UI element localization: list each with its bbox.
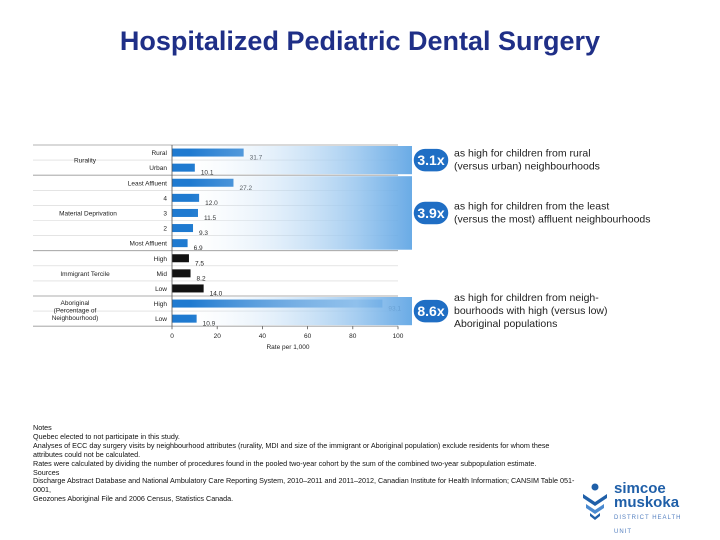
category-label: Low (155, 286, 167, 293)
category-label: Least Affluent (128, 180, 167, 187)
category-label: 2 (163, 226, 167, 233)
x-tick-label: 20 (214, 333, 222, 340)
group-label: Aboriginal (Percentage of Neighbourhood) (52, 300, 99, 322)
group-label: Rurality (74, 158, 97, 165)
notes-heading: Notes (33, 423, 52, 432)
bar (172, 254, 189, 263)
callout-badge-text: 3.9x (417, 205, 444, 221)
callout-text: as high for children from rural (454, 148, 591, 160)
data-label: 7.5 (195, 260, 204, 267)
callout-text: (versus the most) affluent neighbourhood… (454, 213, 651, 225)
x-tick-label: 80 (349, 333, 357, 340)
notes-section: Notes Quebec elected to not participate … (33, 423, 578, 504)
data-label: 8.2 (197, 275, 206, 282)
logo-word-muskoka: muskoka (614, 494, 680, 511)
callout-text: (versus urban) neighbourhoods (454, 161, 600, 173)
notes-line: Quebec elected to not participate in thi… (33, 431, 180, 441)
x-tick-label: 100 (393, 333, 404, 340)
category-label: 3 (163, 210, 167, 217)
logo-word-simcoe: simcoe (614, 480, 666, 497)
sources-line: Discharge Abstract Database and National… (33, 476, 575, 495)
callout-text: Aboriginal populations (454, 318, 557, 330)
bar (172, 163, 195, 172)
category-label: Urban (149, 165, 167, 172)
category-label: Mid (157, 271, 168, 278)
simcoe-muskoka-logo: simcoe muskoka DISTRICT HEALTH UNIT (580, 480, 690, 535)
notes-line: Analyses of ECC day surgery visits by ne… (33, 440, 550, 459)
bar (172, 284, 204, 293)
callout-band (190, 146, 412, 175)
callout-badge-text: 8.6x (417, 303, 444, 319)
bar (172, 269, 191, 278)
category-label: Most Affluent (130, 241, 168, 248)
callout-band (190, 176, 412, 250)
group-label: Material Deprivation (59, 210, 117, 217)
category-label: 4 (163, 195, 167, 202)
logo-subtitle: DISTRICT HEALTH UNIT (614, 515, 682, 535)
group-label: Immigrant Tercile (60, 271, 110, 278)
bar (172, 239, 188, 248)
bar (172, 193, 200, 202)
callout-text: as high for children from neigh- (454, 292, 599, 304)
x-tick-label: 60 (304, 333, 312, 340)
page-title: Hospitalized Pediatric Dental Surgery (119, 26, 601, 56)
callout-text: as high for children from the least (454, 200, 609, 212)
bar (172, 208, 198, 217)
category-label: Low (155, 316, 167, 323)
category-label: Rural (151, 150, 167, 157)
notes-line: Rates were calculated by dividing the nu… (33, 458, 537, 468)
callout-badge (412, 200, 450, 226)
callout-badge-text: 3.1x (417, 152, 444, 168)
dental-surgery-bar-chart: Rural31.7Urban10.1RuralityLeast Affluent… (33, 144, 651, 351)
callout-text: bourhoods with high (versus low) (454, 305, 608, 317)
bar (172, 314, 197, 323)
health-unit-logo-icon (583, 483, 607, 520)
sources-heading: Sources (33, 467, 60, 477)
x-tick-label: 40 (259, 333, 267, 340)
data-label: 14.0 (210, 290, 223, 297)
x-tick-label: 0 (170, 333, 174, 340)
callout-badge (412, 298, 450, 324)
sources-line: Geozones Aboriginal File and 2006 Census… (33, 494, 234, 504)
category-label: High (154, 301, 168, 308)
bar (172, 224, 194, 233)
category-label: High (154, 256, 168, 263)
callout-badge (412, 147, 450, 173)
callout-band (190, 297, 412, 326)
x-axis-label: Rate per 1,000 (266, 344, 309, 351)
